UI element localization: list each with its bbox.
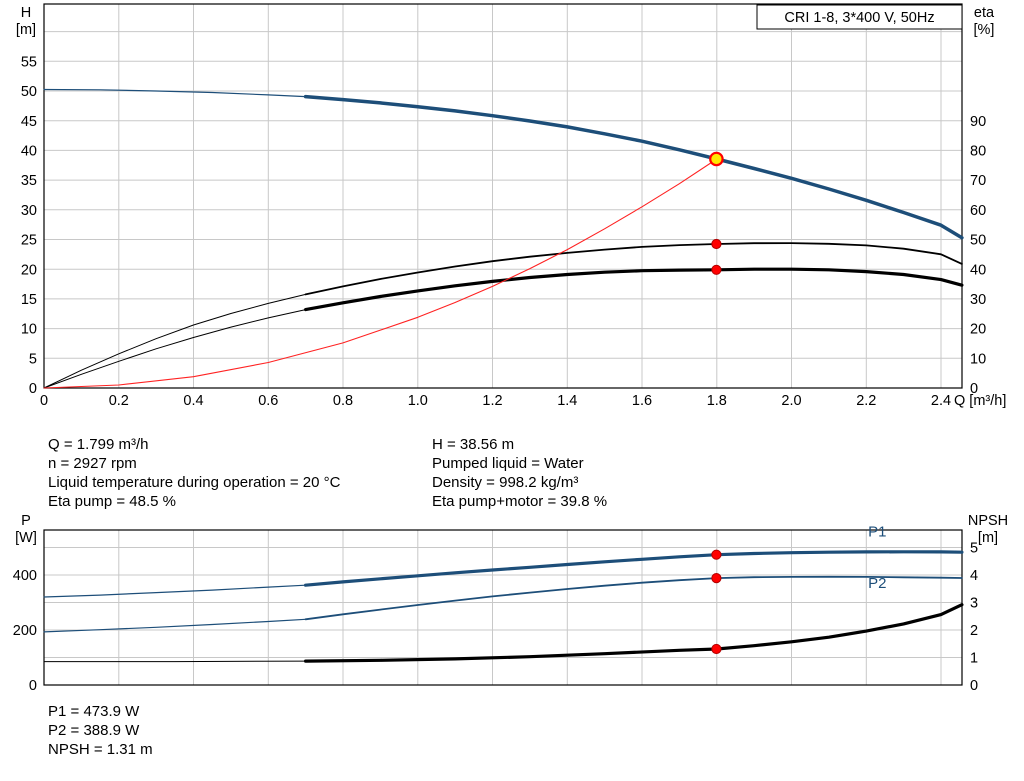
y-left-tick-label: 20 (21, 262, 37, 278)
npsh-value: NPSH = 1.31 m (48, 741, 153, 758)
y-left-tick-label: 35 (21, 173, 37, 189)
flow-value: Q = 1.799 m³/h (48, 436, 149, 453)
x-axis-label: Q [m³/h] (954, 393, 1006, 409)
x-tick-label: 0.2 (109, 393, 129, 409)
p2-curve-thin (43, 618, 307, 633)
x-tick-label: 2.4 (931, 393, 951, 409)
y-right-tick-label: 80 (970, 143, 986, 159)
eta-pump-curve-thin (43, 293, 307, 389)
title-box (756, 4, 963, 30)
y-right-tick-label: 40 (970, 262, 986, 278)
eta-pump-value: Eta pump = 48.5 % (48, 493, 176, 510)
duty-info-right-column: H = 38.56 m Pumped liquid = Water Densit… (432, 435, 607, 511)
y-left-tick-label: 30 (21, 203, 37, 219)
pumped-liquid-value: Pumped liquid = Water (432, 455, 584, 472)
y-left-tick-label: 45 (21, 114, 37, 130)
results-block: P1 = 473.9 W P2 = 388.9 W NPSH = 1.31 m (48, 702, 153, 759)
npsh-marker (711, 643, 722, 655)
y-left-axis-title: H (21, 5, 31, 21)
p1-value: P1 = 473.9 W (48, 703, 140, 720)
y-right-tick-label: 1 (970, 651, 978, 667)
eta-pump-motor-marker (711, 264, 722, 275)
y-left-tick-label: 40 (21, 143, 37, 159)
p2-curve-thick (304, 575, 963, 621)
y-right-tick-label: 5 (970, 541, 978, 557)
x-tick-label: 0.6 (258, 393, 278, 409)
series-label-p1: P1 (868, 524, 886, 541)
p1-curve-thin (43, 584, 307, 598)
y-right-tick-label: 0 (970, 678, 978, 694)
x-tick-label: 1.4 (557, 393, 577, 409)
y-right-axis-title: [m] (978, 530, 998, 546)
x-tick-label: 0.8 (333, 393, 353, 409)
y-right-axis-title: NPSH (968, 515, 1008, 529)
qh-eta-chart[interactable]: 0 5 10 15 20 25 30 35 40 45 50 55 0 10 20 30 40 50 60 70 80 9… (0, 0, 1024, 420)
y-left-axis-title: P (21, 515, 31, 529)
x-tick-label: 0.4 (183, 393, 203, 409)
x-tick-label: 2.2 (856, 393, 876, 409)
y-right-axis-title: [%] (974, 22, 995, 38)
plot-border (43, 3, 963, 389)
y-right-tick-label: 50 (970, 233, 986, 249)
p1-curve-thick (304, 550, 964, 587)
y-left-tick-label: 15 (21, 292, 37, 308)
x-tick-label: 2.0 (781, 393, 801, 409)
y-right-axis-title: eta (974, 5, 995, 21)
plot-border (43, 529, 963, 686)
eta-pump-marker (711, 238, 722, 250)
y-left-tick-label: 55 (21, 54, 37, 70)
system-curve (43, 158, 718, 389)
eta-pump-motor-value: Eta pump+motor = 39.8 % (432, 493, 608, 510)
y-right-tick-label: 90 (970, 114, 986, 130)
density-value: Density = 998.2 kg/m³ (432, 474, 579, 491)
chart-title: CRI 1-8, 3*400 V, 50Hz (784, 10, 934, 26)
x-tick-label: 1.2 (482, 393, 502, 409)
head-value: H = 38.56 m (432, 436, 515, 453)
x-tick-label: 0 (40, 393, 48, 409)
p2-marker (711, 573, 722, 584)
eta-pump-motor-curve-thick (304, 267, 964, 312)
y-left-tick-label: 10 (21, 322, 37, 338)
npsh-curve-thick (304, 603, 964, 663)
duty-info-left-column: Q = 1.799 m³/h n = 2927 rpm Liquid tempe… (48, 435, 432, 511)
y-left-tick-label: 50 (21, 84, 37, 100)
y-left-axis-title: [W] (15, 530, 37, 546)
duty-point-marker[interactable] (709, 151, 724, 167)
series-label-p2: P2 (868, 575, 886, 592)
pump-curve-thin (43, 88, 307, 98)
eta-pump-curve-thick (304, 242, 963, 296)
y-left-tick-label: 400 (13, 568, 37, 584)
liquid-temperature-value: Liquid temperature during operation = 20… (48, 474, 341, 491)
x-tick-label: 1.6 (632, 393, 652, 409)
npsh-curve-thin (43, 660, 307, 663)
y-left-tick-label: 25 (21, 233, 37, 249)
power-npsh-chart[interactable]: 0 200 400 0 1 2 3 4 5 P[W] NPSH[m] P1 P2 (0, 515, 1024, 705)
speed-value: n = 2927 rpm (48, 455, 137, 472)
y-right-tick-label: 4 (970, 568, 978, 584)
duty-info-block: Q = 1.799 m³/h n = 2927 rpm Liquid tempe… (48, 435, 607, 511)
y-right-tick-label: 10 (970, 351, 986, 367)
y-right-tick-label: 20 (970, 322, 986, 338)
p2-value: P2 = 388.9 W (48, 722, 140, 739)
y-left-axis-title: [m] (16, 22, 36, 38)
y-right-tick-label: 2 (970, 623, 978, 639)
y-right-tick-label: 3 (970, 596, 978, 612)
y-right-tick-label: 0 (970, 381, 978, 397)
x-tick-label: 1.0 (408, 393, 428, 409)
y-left-tick-label: 5 (29, 351, 37, 367)
y-right-tick-label: 30 (970, 292, 986, 308)
eta-pump-motor-curve-thin (43, 309, 307, 389)
y-left-tick-label: 0 (29, 678, 37, 694)
p1-marker (711, 549, 722, 560)
pump-curve-thick (303, 94, 964, 240)
y-left-tick-label: 0 (29, 381, 37, 397)
x-tick-label: 1.8 (707, 393, 727, 409)
y-right-tick-label: 60 (970, 203, 986, 219)
y-left-tick-label: 200 (13, 623, 37, 639)
y-right-tick-label: 70 (970, 173, 986, 189)
